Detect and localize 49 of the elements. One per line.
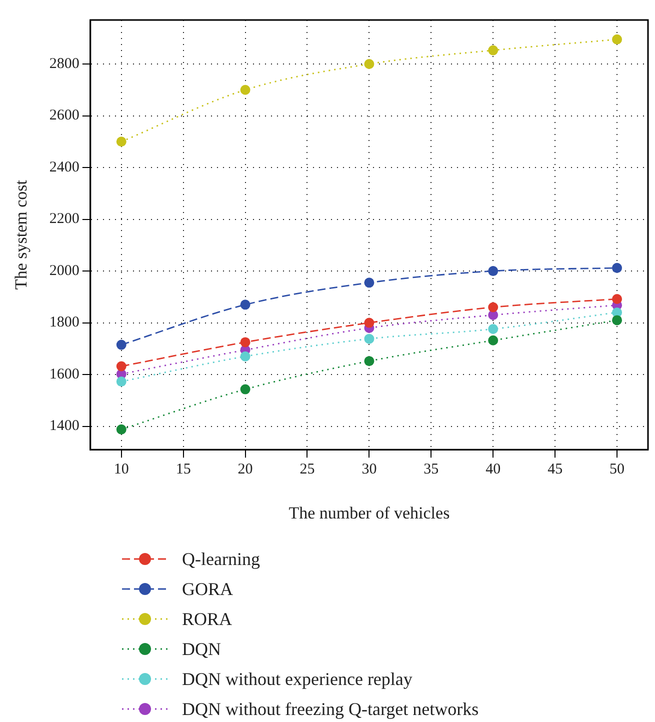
point bbox=[116, 361, 126, 372]
y-tick-label: 1400 bbox=[49, 418, 80, 434]
point bbox=[488, 266, 498, 276]
legend-label: DQN bbox=[182, 638, 221, 660]
legend-label: DQN without experience replay bbox=[182, 668, 412, 690]
x-tick-label: 25 bbox=[300, 462, 315, 478]
point bbox=[240, 384, 250, 394]
legend-label: RORA bbox=[182, 608, 232, 630]
point bbox=[116, 136, 126, 147]
point bbox=[240, 337, 250, 348]
x-tick-label: 10 bbox=[114, 462, 129, 478]
x-tick-label: 20 bbox=[238, 462, 253, 478]
y-tick-label: 1800 bbox=[49, 314, 80, 331]
y-tick-label: 2000 bbox=[49, 262, 80, 279]
y-tick-label: 1600 bbox=[49, 366, 80, 382]
x-tick-label: 40 bbox=[486, 462, 501, 478]
point bbox=[364, 318, 374, 328]
point bbox=[612, 315, 622, 326]
point bbox=[612, 34, 622, 44]
y-tick-label: 2800 bbox=[49, 56, 80, 72]
point bbox=[240, 84, 250, 95]
x-tick-label: 50 bbox=[610, 462, 625, 478]
point bbox=[488, 302, 498, 312]
point bbox=[612, 262, 622, 273]
x-axis-title: The number of vehicles bbox=[288, 503, 450, 522]
y-tick-label: 2400 bbox=[49, 159, 80, 176]
point bbox=[364, 58, 374, 69]
point bbox=[240, 300, 250, 310]
x-tick-label: 35 bbox=[424, 462, 439, 478]
y-tick-label: 2600 bbox=[49, 108, 80, 124]
legend-label: DQN without freezing Q-target networks bbox=[182, 698, 479, 720]
point bbox=[488, 324, 498, 334]
y-axis-title: The system cost bbox=[12, 180, 31, 290]
point bbox=[364, 356, 374, 366]
point bbox=[240, 351, 250, 362]
point bbox=[116, 424, 126, 434]
point bbox=[488, 45, 498, 56]
x-tick-label: 45 bbox=[548, 462, 563, 478]
point bbox=[116, 340, 126, 350]
point bbox=[612, 294, 622, 304]
point bbox=[116, 376, 126, 387]
y-tick-label: 2200 bbox=[49, 211, 80, 228]
point bbox=[488, 335, 498, 346]
x-tick-label: 30 bbox=[362, 462, 377, 478]
point bbox=[364, 278, 374, 288]
legend-label: Q-learning bbox=[182, 548, 260, 570]
x-tick-label: 15 bbox=[176, 462, 191, 478]
legend-label: GORA bbox=[182, 578, 234, 600]
point bbox=[364, 334, 374, 344]
